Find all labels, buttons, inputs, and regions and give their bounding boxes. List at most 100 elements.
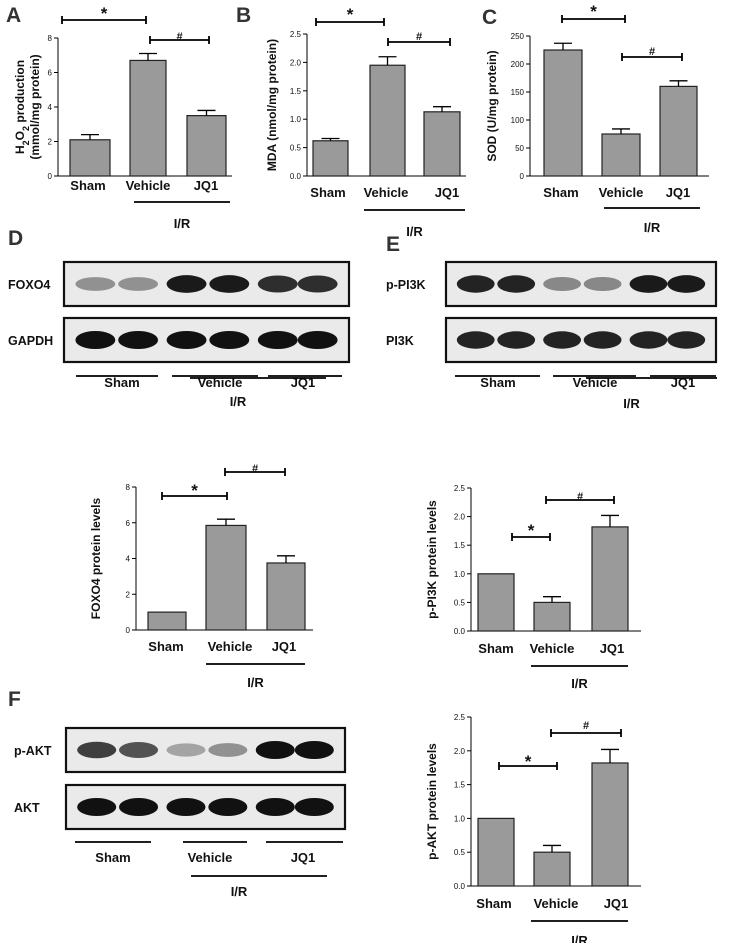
x-tick-label: JQ1	[194, 178, 219, 193]
blot-band	[629, 331, 668, 349]
y-tick-label: 2	[126, 590, 131, 599]
y-axis-label: SOD (U/mg protein)	[485, 50, 499, 161]
y-axis-label-part: production	[13, 60, 27, 126]
y-tick-label: 6	[48, 69, 53, 78]
blot-band	[667, 275, 706, 293]
ir-label: I/R	[571, 933, 588, 943]
bar-sham	[543, 49, 583, 177]
x-tick-label: Sham	[148, 639, 183, 654]
bar-sham	[477, 817, 515, 887]
blot-band	[208, 798, 248, 816]
blot-band	[209, 331, 250, 349]
y-tick-label: 0.5	[290, 144, 302, 153]
ir-label: I/R	[571, 676, 588, 691]
bar-sham	[147, 611, 187, 631]
blot-row-label: p-PI3K	[386, 278, 426, 292]
group-label-jq1: JQ1	[291, 850, 316, 865]
x-tick-label: JQ1	[435, 185, 460, 200]
x-tick-label: Sham	[70, 178, 105, 193]
bar-jq1	[591, 762, 629, 887]
sig-star: *	[191, 481, 198, 500]
y-tick-label: 150	[511, 88, 525, 97]
y-axis-label: p-AKT protein levels	[425, 743, 439, 860]
blot-band	[667, 331, 706, 349]
y-tick-label: 50	[515, 144, 524, 153]
chart-b: 0.0 0.5 1.0 1.5 2.0 2.5 Sham Vehicle JQ1 I/R * # MDA…	[265, 5, 466, 239]
y-axis-label-part: 2	[21, 140, 31, 145]
sig-hash: #	[416, 31, 422, 43]
y-axis-label: FOXO4 protein levels	[89, 497, 103, 619]
sig-star: *	[347, 5, 354, 24]
y-tick-label: 1.5	[454, 781, 466, 790]
sig-star: *	[590, 2, 597, 21]
blot-band	[119, 798, 159, 816]
panel-letter-a: A	[6, 4, 21, 27]
panel-letter-d: D	[8, 227, 23, 250]
chart-c: 0 50 100 150 200 250 Sham Vehicle JQ1 I/R * # SOD (U…	[485, 2, 709, 235]
x-tick-label: Vehicle	[534, 896, 579, 911]
blot-row-label: AKT	[14, 801, 40, 815]
y-tick-label: 2	[48, 138, 53, 147]
sig-hash: #	[577, 491, 583, 503]
group-label-vehicle: Vehicle	[188, 850, 233, 865]
x-tick-label: Sham	[543, 185, 578, 200]
blot-band	[543, 331, 581, 349]
y-tick-label: 2.0	[290, 58, 302, 67]
ir-label: I/R	[406, 224, 423, 239]
chart-e: 0.0 0.5 1.0 1.5 2.0 2.5 Sham Vehicle JQ1 I/R * # p-P…	[425, 484, 641, 691]
x-tick-label: Vehicle	[208, 639, 253, 654]
y-tick-label: 0	[48, 172, 53, 181]
sig-hash: #	[176, 31, 182, 43]
bar-vehicle	[129, 59, 167, 177]
x-tick-label: JQ1	[272, 639, 297, 654]
blot-band	[257, 331, 298, 349]
blot-band	[583, 331, 622, 349]
blot-band	[294, 798, 334, 816]
blot-band	[456, 331, 495, 349]
y-tick-label: 200	[511, 60, 525, 69]
sig-hash: #	[649, 46, 655, 58]
blot-band	[118, 331, 159, 349]
ir-label: I/R	[247, 675, 264, 690]
sig-star: *	[101, 4, 108, 23]
bar-jq1	[186, 115, 227, 177]
y-tick-label: 4	[126, 555, 131, 564]
blot-band	[255, 798, 295, 816]
bar-vehicle	[533, 851, 571, 887]
blot-band	[257, 275, 298, 293]
bar-vehicle	[601, 133, 641, 177]
bar-sham	[69, 139, 111, 177]
x-tick-label: Sham	[476, 896, 511, 911]
blot-band	[543, 276, 581, 292]
bar-sham	[312, 140, 349, 177]
y-tick-label: 6	[126, 519, 131, 528]
blot-band	[209, 275, 250, 293]
blot-band	[77, 798, 117, 816]
blot-band	[77, 741, 117, 759]
y-tick-label: 2.0	[454, 513, 466, 522]
ir-label: I/R	[174, 216, 191, 231]
y-tick-label: 8	[126, 483, 131, 492]
y-tick-label: 2.5	[290, 30, 302, 39]
blot-band	[456, 275, 495, 293]
y-tick-label: 250	[511, 32, 525, 41]
y-axis-label-line2: (mmol/mg protein)	[28, 54, 42, 159]
panel-letter-b: B	[236, 4, 251, 27]
y-tick-label: 1.0	[454, 814, 466, 823]
blot-band	[75, 331, 116, 349]
x-tick-label: Vehicle	[530, 641, 575, 656]
blot-band	[297, 331, 338, 349]
bar-jq1	[591, 526, 629, 632]
x-tick-label: Vehicle	[126, 178, 171, 193]
y-tick-label: 1.5	[454, 541, 466, 550]
blot-band	[497, 331, 536, 349]
blot-row-label: FOXO4	[8, 278, 50, 292]
y-tick-label: 4	[48, 103, 53, 112]
bar-jq1	[266, 562, 306, 631]
panel-letter-e: E	[386, 233, 400, 256]
blot-band	[166, 743, 206, 757]
